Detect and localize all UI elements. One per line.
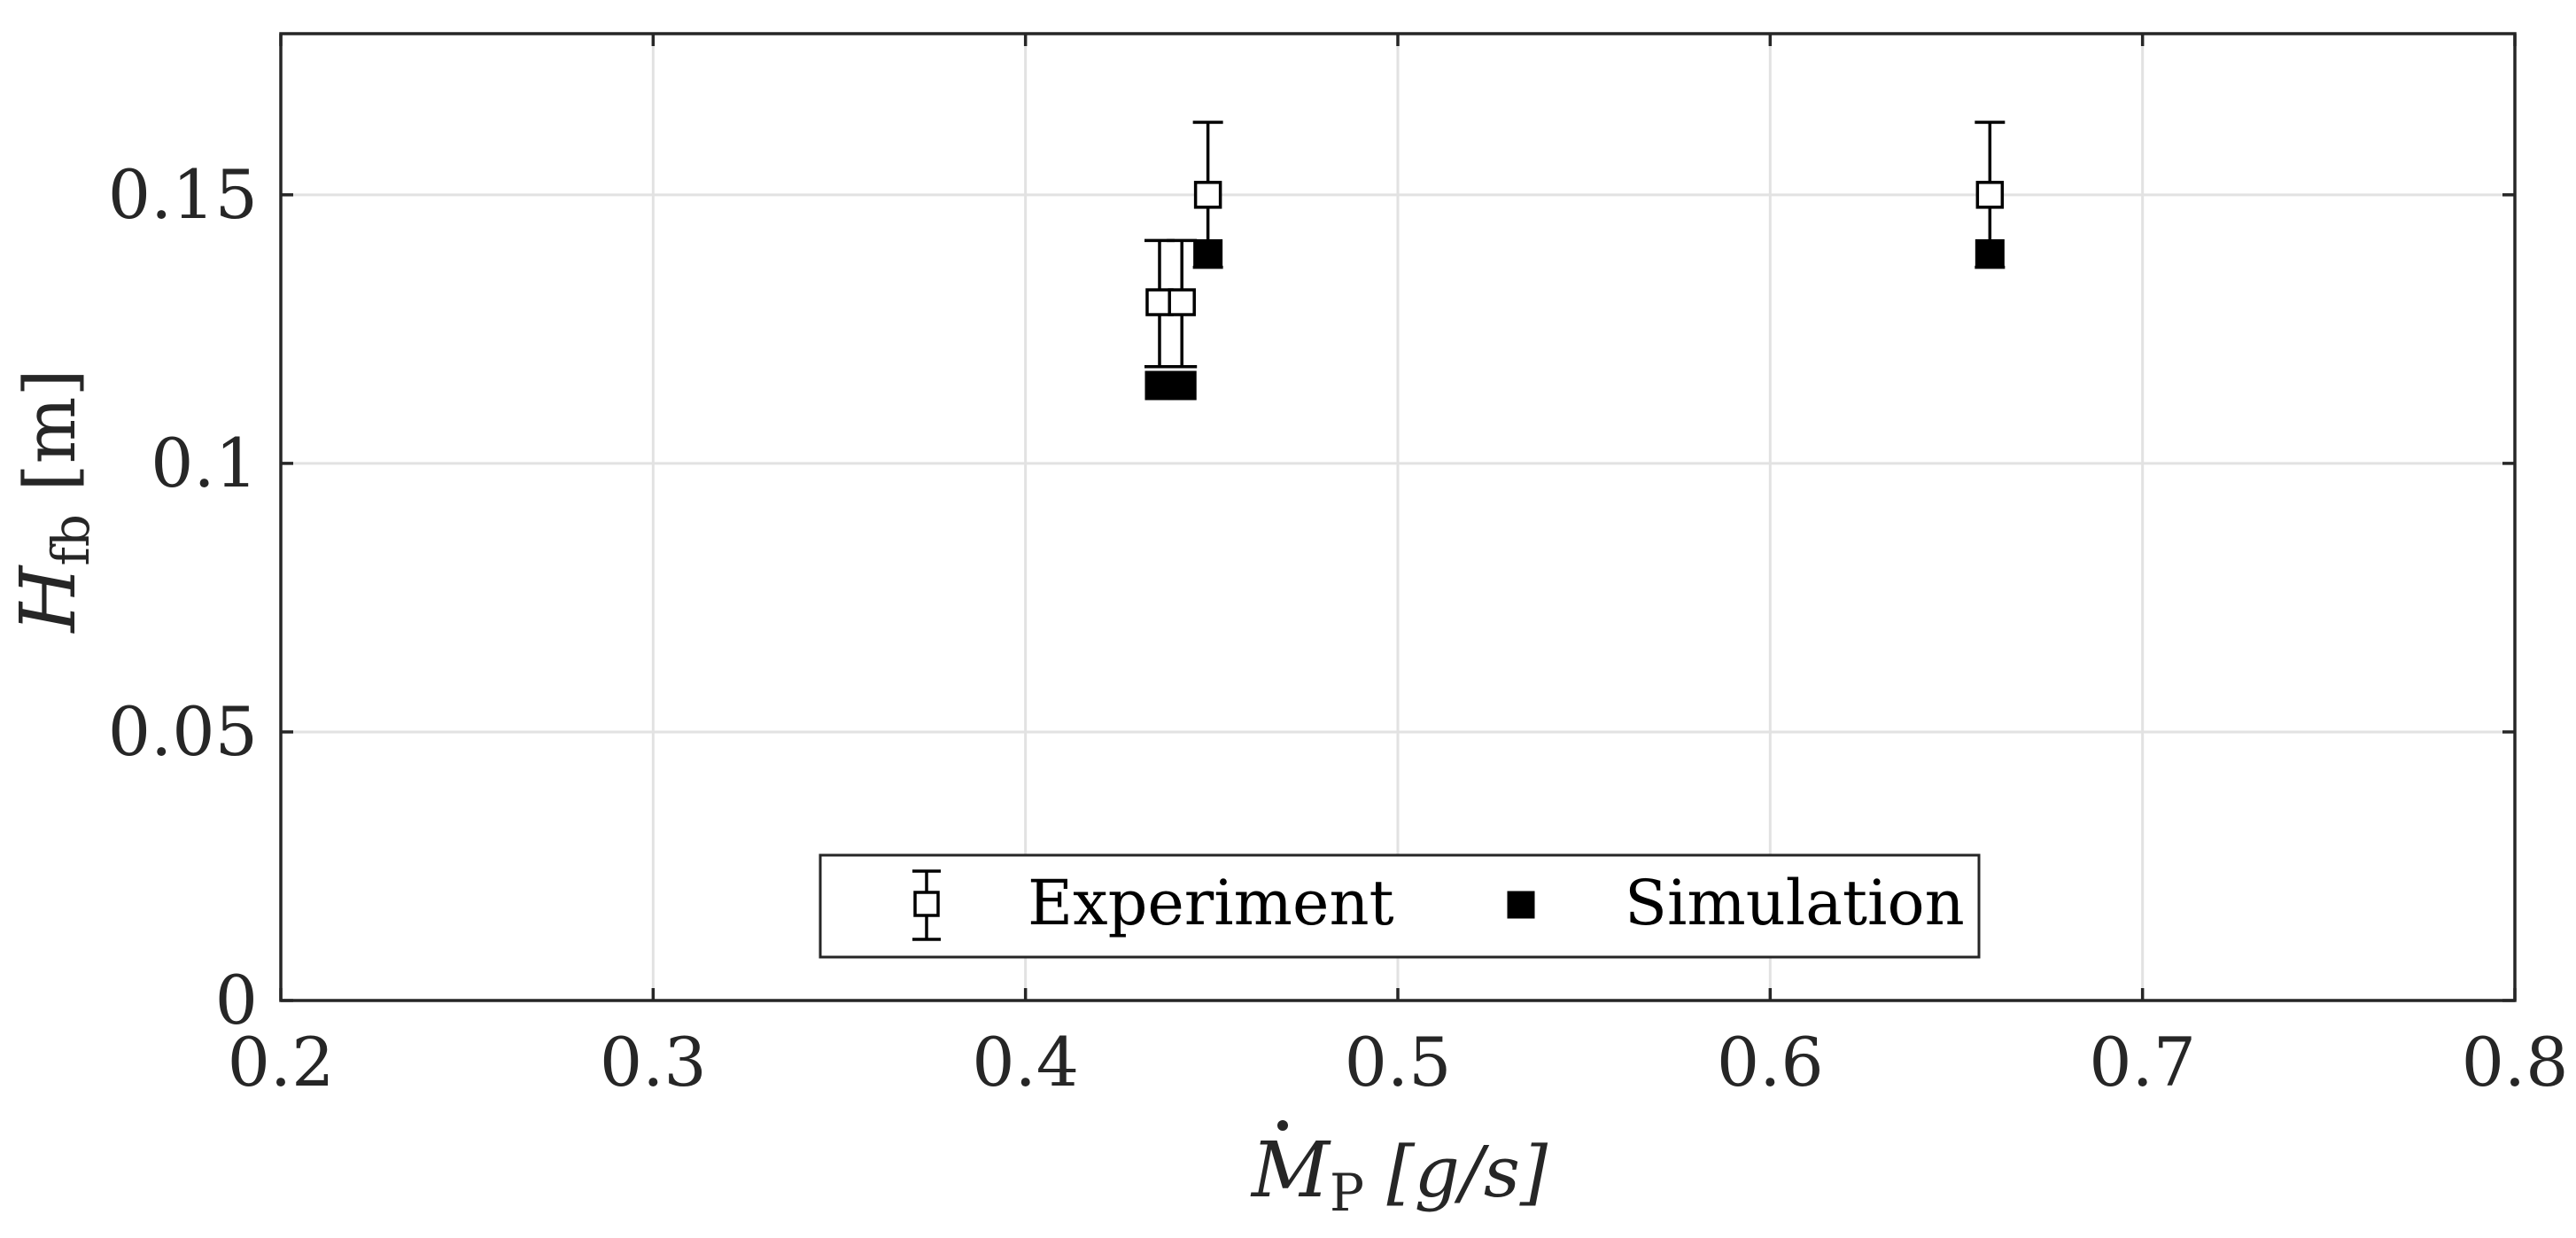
x-axis-title-unit: [g/s] bbox=[1386, 1131, 1548, 1213]
experiment-point bbox=[1167, 238, 1198, 369]
y-tick-label: 0.15 bbox=[108, 155, 258, 234]
y-axis-title-sub: fb bbox=[41, 514, 101, 566]
simulation-marker bbox=[1167, 370, 1197, 401]
y-tick-label: 0 bbox=[215, 961, 258, 1039]
x-tick-label: 0.8 bbox=[2462, 1023, 2569, 1102]
x-axis-title-dot bbox=[1277, 1120, 1288, 1131]
data-layer bbox=[1144, 121, 2006, 401]
x-tick-label: 0.2 bbox=[228, 1023, 335, 1102]
grid-layer bbox=[281, 34, 2515, 1001]
legend-simulation-marker bbox=[1507, 891, 1535, 919]
y-tick-label: 0.05 bbox=[108, 692, 258, 771]
legend-experiment-marker bbox=[913, 891, 940, 917]
experiment-point bbox=[1144, 238, 1175, 369]
x-axis-title-sub: P bbox=[1330, 1163, 1364, 1223]
legend-experiment-label: Experiment bbox=[1028, 867, 1394, 939]
simulation-marker bbox=[1193, 239, 1223, 269]
y-tick-label: 0.1 bbox=[151, 424, 258, 502]
y-axis-title-main: H bbox=[4, 564, 93, 635]
legend: Experiment Simulation bbox=[819, 853, 1981, 959]
y-axis-title: Hfb [m] bbox=[4, 369, 101, 634]
x-axis-title-main: M bbox=[1250, 1126, 1331, 1215]
x-tick-label: 0.4 bbox=[972, 1023, 1079, 1102]
x-tick-label: 0.5 bbox=[1345, 1023, 1452, 1102]
experiment-marker bbox=[1193, 181, 1222, 209]
experiment-marker bbox=[1168, 288, 1196, 316]
legend-item-simulation: Simulation bbox=[1507, 867, 1965, 939]
legend-item-experiment: Experiment bbox=[912, 867, 1394, 941]
legend-box bbox=[819, 853, 1981, 959]
x-axis-title: MP [g/s] bbox=[1250, 1120, 1548, 1223]
ticks-layer: 0.2 0.3 0.4 0.5 0.6 0.7 0.8 0 0.05 0.1 0.15 bbox=[108, 34, 2569, 1102]
experiment-marker bbox=[1145, 288, 1174, 316]
simulation-marker bbox=[1975, 239, 2005, 269]
x-tick-label: 0.3 bbox=[600, 1023, 707, 1102]
svg-text:MP [g/s]: MP [g/s] bbox=[1250, 1126, 1548, 1223]
svg-text:Hfb [m]: Hfb [m] bbox=[4, 369, 101, 634]
y-axis-title-unit: [m] bbox=[9, 369, 91, 491]
x-tick-label: 0.7 bbox=[2089, 1023, 2196, 1102]
legend-simulation-label: Simulation bbox=[1625, 867, 1965, 939]
experiment-marker bbox=[1975, 181, 2005, 209]
x-tick-label: 0.6 bbox=[1717, 1023, 1824, 1102]
